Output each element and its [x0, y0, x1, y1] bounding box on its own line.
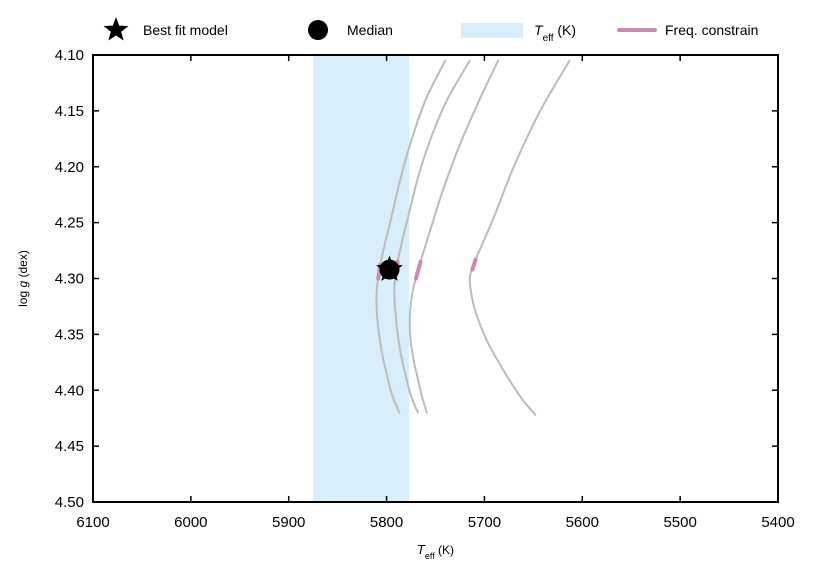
y-tick-label: 4.40	[55, 382, 84, 399]
legend-item-freq: Freq. constrain	[617, 22, 758, 38]
x-tick-label: 5800	[370, 514, 403, 531]
legend-item-best-fit: Best fit model	[103, 17, 228, 41]
legend-label-best-fit: Best fit model	[143, 22, 228, 38]
legend-item-teff: Teff (K)	[461, 22, 576, 44]
x-tick-label: 5700	[468, 514, 501, 531]
circle-icon	[308, 20, 328, 40]
x-tick-label: 5400	[761, 514, 794, 531]
y-tick-label: 4.15	[55, 103, 84, 120]
x-tick-label: 6000	[174, 514, 207, 531]
x-tick-label: 5900	[272, 514, 305, 531]
legend-item-median: Median	[308, 20, 393, 40]
y-tick-label: 4.25	[55, 215, 84, 232]
y-tick-label: 4.30	[55, 271, 84, 288]
star-icon	[103, 17, 129, 41]
legend-label-freq: Freq. constrain	[665, 22, 758, 38]
y-axis-label: log g (dex)	[16, 250, 30, 307]
y-tick-label: 4.45	[55, 438, 84, 455]
x-tick-label: 5500	[663, 514, 696, 531]
freq-segment-1	[413, 259, 423, 281]
freq-segment-2	[470, 257, 478, 272]
y-tick-label: 4.10	[55, 47, 84, 64]
legend: Best fit model Median Teff (K) Freq. con…	[103, 17, 758, 44]
x-axis-label: Teff (K)	[417, 542, 454, 561]
series-line-2	[468, 59, 571, 416]
y-tick-label: 4.20	[55, 159, 84, 176]
legend-label-teff: Teff (K)	[534, 22, 576, 44]
legend-label-median: Median	[347, 22, 393, 38]
x-tick-label: 6100	[76, 514, 109, 531]
median-point	[379, 259, 400, 280]
x-tick-label: 5600	[566, 514, 599, 531]
y-tick-label: 4.50	[55, 494, 84, 511]
y-tick-label: 4.35	[55, 326, 84, 343]
band-swatch-icon	[461, 23, 523, 38]
